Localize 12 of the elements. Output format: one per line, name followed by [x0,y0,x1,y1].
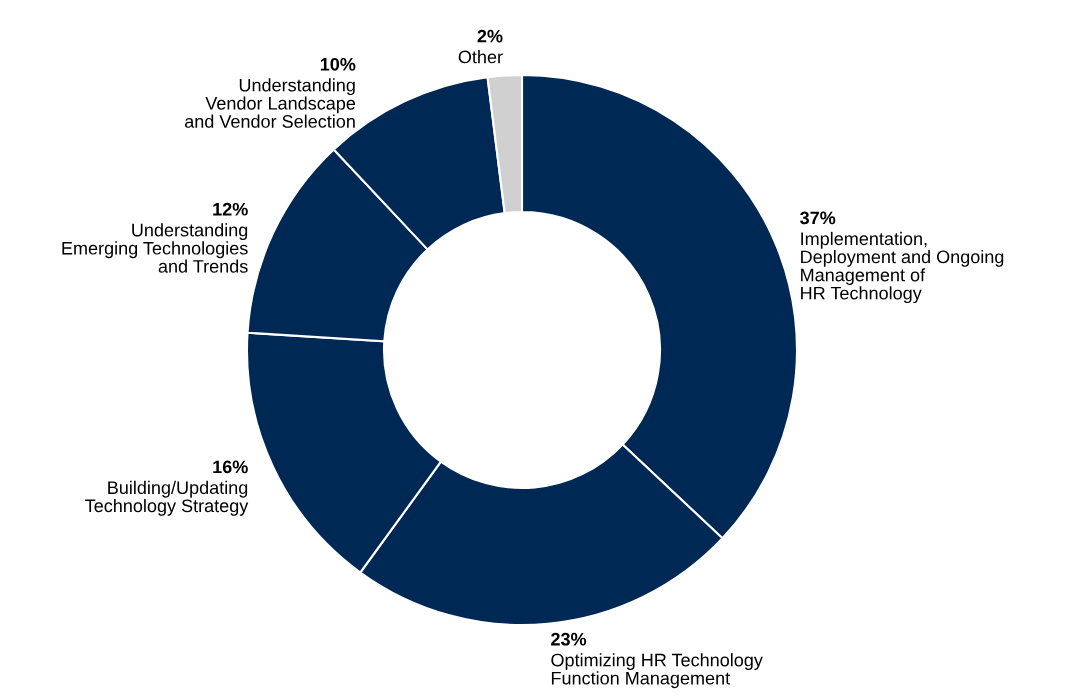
data-label: 16% [213,460,248,474]
slice-label: Building/Updating Technology Strategy [85,480,249,516]
data-label: 12% [213,202,248,216]
slice-label: Understanding Emerging Technologies and Trends [62,223,248,273]
data-label: 10% [320,57,356,71]
data-label: 23% [551,632,587,646]
slice-label: Other [458,50,503,64]
data-label: 2% [477,29,503,43]
slice-label: Optimizing HR Technology Function Management [551,653,763,689]
data-label: 37% [800,211,836,225]
slice-label: Implementation, Deployment and Ongoing Management of HR Technology [801,231,1004,304]
slice-label: Understanding Vendor Landscape and Vendor Selection [184,78,356,128]
